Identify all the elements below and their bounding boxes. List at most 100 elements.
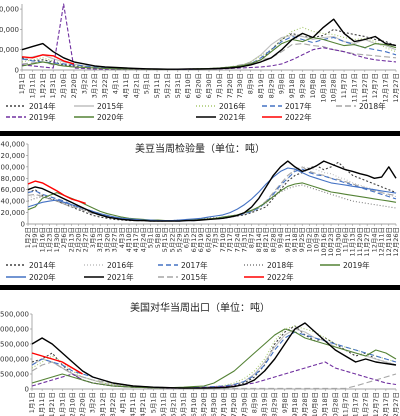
legend-label: 2019年 — [29, 112, 56, 122]
y-tick-label: 600,000 — [0, 6, 19, 14]
x-tick-label: 1月21日 — [39, 73, 47, 98]
x-tick-label: 3月2日 — [89, 392, 97, 413]
x-tick-label: 10月9日 — [313, 227, 321, 252]
series-line-2014年 — [31, 325, 397, 389]
legend-label: 2016年 — [219, 101, 246, 111]
x-tick-label: 10月30日 — [334, 227, 342, 257]
series-line-2020年 — [31, 328, 397, 389]
x-tick-label: 8月14日 — [255, 227, 263, 252]
series-line-2021年 — [21, 18, 397, 70]
y-tick-label: 0 — [25, 386, 29, 394]
series-line-2019年 — [21, 3, 397, 70]
x-tick-label: 9月28日 — [299, 73, 307, 98]
series-line-2019年 — [27, 182, 397, 222]
chart-panel-1: 0 200,000 400,000 600,000 1月1日1月11日1月21日1月31… — [0, 0, 400, 131]
x-tick-label: 3月12日 — [91, 73, 99, 98]
x-tick-label: 11月7日 — [341, 392, 349, 416]
legend-label: 2021年 — [107, 272, 134, 282]
x-tick-label: 9月28日 — [301, 392, 309, 416]
series-line-2022年 — [27, 180, 86, 205]
x-tick-label: 9月25日 — [298, 227, 306, 252]
x-tick-label: 8月9日 — [250, 392, 258, 413]
top-separator-band — [0, 131, 400, 136]
series-line-2018年 — [31, 361, 397, 389]
legend-label: 2014年 — [29, 101, 56, 111]
y-tick-label: 2,000,000 — [0, 326, 29, 334]
legend-label: 2021年 — [219, 112, 246, 122]
x-tick-label: 11月17日 — [350, 73, 358, 103]
x-tick-label: 7月17日 — [226, 227, 234, 252]
x-tick-label: 2月20日 — [79, 392, 87, 416]
x-tick-label: 1月31日 — [58, 392, 66, 416]
x-tick-label: 5月11日 — [159, 392, 167, 416]
x-tick-label: 1月21日 — [48, 392, 56, 416]
chart-title: 美国对华当周出口（单位：吨） — [130, 303, 270, 314]
x-tick-label: 3月22日 — [109, 392, 117, 416]
x-tick-label: 10月8日 — [311, 392, 319, 416]
chart-3-svg: 0 500,000 1,000,000 1,500,000 2,000,000 2,500… — [0, 311, 400, 416]
x-tick-label: 3月22日 — [101, 73, 109, 98]
x-tick-label: 10月16日 — [320, 227, 328, 257]
x-tick-label: 2月10日 — [68, 392, 76, 416]
x-tick-label: 12月27日 — [392, 392, 400, 416]
x-tick-label: 10月2日 — [305, 227, 313, 252]
x-tick-label: 3月12日 — [99, 392, 107, 416]
x-tick-label: 12月7日 — [372, 392, 380, 416]
x-tick-label: 5月31日 — [174, 73, 182, 98]
y-tick-label: 120,000 — [0, 152, 25, 160]
legend-label: 2017年 — [181, 260, 208, 270]
y-tick-label: 2,500,000 — [0, 311, 29, 319]
x-tick-label: 5月21日 — [170, 392, 178, 416]
x-tick-label: 12月7日 — [371, 73, 379, 98]
x-tick-label: 9月8日 — [278, 73, 286, 94]
legend-label: 2020年 — [29, 272, 56, 282]
x-tick-label: 6月30日 — [210, 392, 218, 416]
x-tick-label: 7月30日 — [236, 73, 244, 98]
x-tick-label: 3月13日 — [96, 227, 104, 252]
x-tick-label: 11月7日 — [340, 73, 348, 98]
y-tick-label: 0 — [21, 221, 25, 229]
x-tick-label: 2月27日 — [82, 227, 90, 252]
x-tick-label: 1月23日 — [46, 227, 54, 252]
series-line-2021年 — [27, 160, 397, 222]
x-tick-label: 7月20日 — [226, 73, 234, 98]
x-tick-label: 9月8日 — [281, 392, 289, 413]
x-tick-label: 12月17日 — [382, 73, 390, 103]
x-tick-label: 5月1日 — [147, 227, 155, 248]
x-tick-label: 1月9日 — [31, 227, 39, 248]
x-tick-label: 1月11日 — [28, 73, 36, 98]
x-tick-label: 7月24日 — [233, 227, 241, 252]
x-tick-label: 8月9日 — [247, 73, 255, 94]
y-tick-label: 500,000 — [0, 371, 29, 379]
x-tick-label: 6月12日 — [190, 227, 198, 252]
x-tick-label: 10月23日 — [327, 227, 335, 257]
y-tick-label: 0 — [15, 67, 19, 75]
x-tick-label: 2月20日 — [70, 73, 78, 98]
x-tick-label: 8月29日 — [271, 392, 279, 416]
x-tick-label: 4月11日 — [122, 73, 130, 98]
x-tick-label: 12月11日 — [378, 227, 386, 257]
y-tick-label: 200,000 — [0, 46, 19, 54]
legend-label: 2020年 — [97, 112, 124, 122]
x-tick-label: 6月10日 — [190, 392, 198, 416]
x-tick-label: 11月20日 — [356, 227, 364, 257]
x-tick-label: 6月26日 — [204, 227, 212, 252]
series-line-2015年 — [21, 34, 397, 70]
legend-label: 2015年 — [97, 101, 124, 111]
chart-1-svg: 0 200,000 400,000 600,000 1月1日1月11日1月21日1月31… — [0, 3, 400, 122]
chart-panel-2: 美豆当周检验量（单位：吨） 0 20,000 40,000 60,000 80,000 1… — [0, 136, 400, 285]
x-tick-label: 2月20日 — [75, 227, 83, 252]
x-tick-label: 8月28日 — [269, 227, 277, 252]
x-tick-label: 6月20日 — [200, 392, 208, 416]
x-tick-label: 9月18日 — [288, 73, 296, 98]
x-tick-label: 1月16日 — [38, 227, 46, 252]
x-tick-label: 6月30日 — [205, 73, 213, 98]
x-tick-label: 11月27日 — [361, 73, 369, 103]
x-tick-label: 9月18日 — [291, 392, 299, 416]
chart-2-svg: 0 20,000 40,000 60,000 80,000 100,000 120,000 1… — [0, 141, 400, 283]
x-tick-label: 12月27日 — [392, 73, 400, 103]
x-tick-label: 2月13日 — [67, 227, 75, 252]
series-line-2021年 — [31, 322, 397, 389]
x-tick-label: 9月4日 — [277, 227, 285, 248]
x-tick-label: 10月8日 — [309, 73, 317, 98]
